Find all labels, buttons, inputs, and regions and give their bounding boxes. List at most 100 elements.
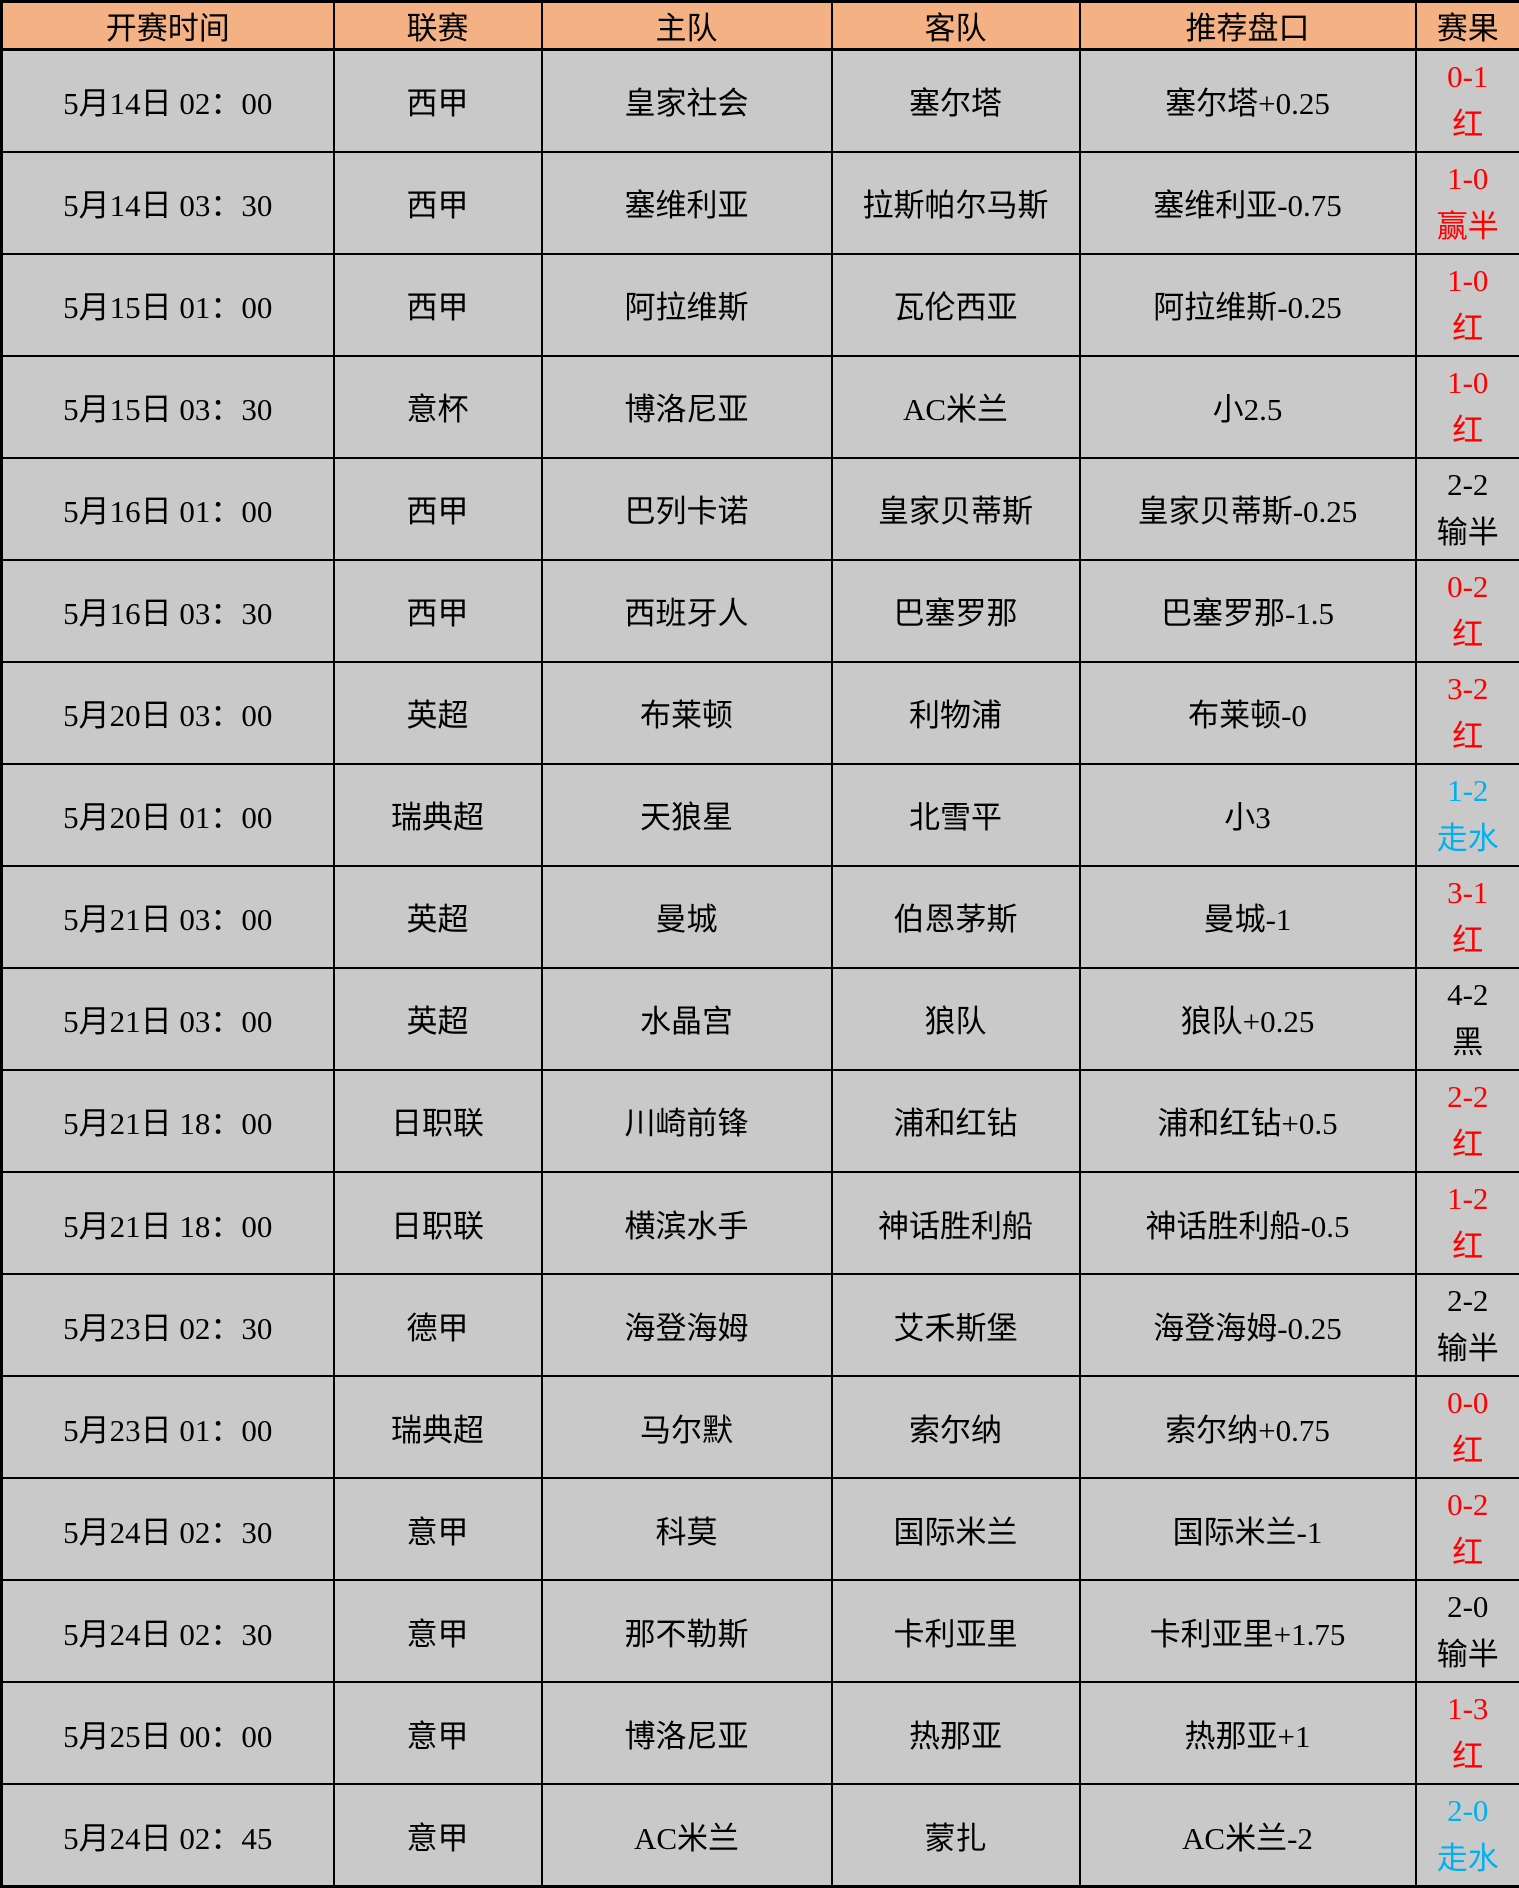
result-score: 2-2	[1447, 466, 1489, 502]
cell-away-team: 艾禾斯堡	[830, 1273, 1081, 1378]
table-row: 5月24日 02：30 意甲 科莫 国际米兰 国际米兰-1 0-2 红	[0, 1477, 1519, 1582]
cell-home-team: 博洛尼亚	[540, 354, 833, 459]
cell-result: 2-2 红	[1414, 1068, 1519, 1174]
result-score: 1-2	[1447, 1181, 1489, 1217]
cell-league: 西甲	[332, 48, 543, 153]
table-row: 5月25日 00：00 意甲 博洛尼亚 热那亚 热那亚+1 1-3 红	[0, 1681, 1519, 1786]
cell-away-team: 狼队	[830, 966, 1081, 1071]
cell-league: 意甲	[332, 1681, 543, 1786]
cell-league: 意甲	[332, 1783, 543, 1888]
result-score: 1-2	[1447, 772, 1489, 808]
table-row: 5月16日 03：30 西甲 西班牙人 巴塞罗那 巴塞罗那-1.5 0-2 红	[0, 558, 1519, 663]
cell-league: 英超	[332, 864, 543, 969]
result-score: 1-3	[1447, 1691, 1489, 1727]
result-outcome: 红	[1452, 310, 1484, 346]
cell-handicap: 阿拉维斯-0.25	[1078, 252, 1417, 357]
cell-home-team: 博洛尼亚	[540, 1681, 833, 1786]
cell-handicap: 曼城-1	[1078, 864, 1417, 969]
table-row: 5月21日 18：00 日职联 横滨水手 神话胜利船 神话胜利船-0.5 1-2 红	[0, 1171, 1519, 1276]
cell-home-team: 川崎前锋	[540, 1068, 833, 1174]
cell-start-time: 5月16日 01：00	[0, 456, 335, 561]
table-row: 5月14日 02：00 西甲 皇家社会 塞尔塔 塞尔塔+0.25 0-1 红	[0, 48, 1519, 153]
cell-start-time: 5月21日 03：00	[0, 966, 335, 1071]
cell-league: 西甲	[332, 456, 543, 561]
cell-start-time: 5月16日 03：30	[0, 558, 335, 663]
cell-league: 意甲	[332, 1579, 543, 1684]
result-outcome: 红	[1452, 1229, 1484, 1265]
cell-result: 1-3 红	[1414, 1681, 1519, 1786]
column-header-league: 联赛	[332, 0, 543, 51]
cell-home-team: 海登海姆	[540, 1273, 833, 1378]
cell-result: 0-0 红	[1414, 1375, 1519, 1480]
cell-league: 西甲	[332, 558, 543, 663]
result-score: 2-2	[1447, 1283, 1489, 1319]
cell-result: 1-0 红	[1414, 252, 1519, 357]
cell-handicap: 塞尔塔+0.25	[1078, 48, 1417, 153]
cell-start-time: 5月23日 02：30	[0, 1273, 335, 1378]
cell-result: 1-2 红	[1414, 1171, 1519, 1276]
cell-handicap: 浦和红钻+0.5	[1078, 1068, 1417, 1174]
cell-away-team: 巴塞罗那	[830, 558, 1081, 663]
cell-away-team: 拉斯帕尔马斯	[830, 150, 1081, 255]
column-header-handicap: 推荐盘口	[1078, 0, 1417, 51]
cell-away-team: 浦和红钻	[830, 1068, 1081, 1174]
cell-result: 2-2 输半	[1414, 456, 1519, 561]
cell-start-time: 5月25日 00：00	[0, 1681, 335, 1786]
cell-away-team: 北雪平	[830, 762, 1081, 867]
column-header-away-team: 客队	[830, 0, 1081, 51]
cell-start-time: 5月24日 02：30	[0, 1579, 335, 1684]
cell-start-time: 5月20日 03：00	[0, 660, 335, 765]
table-row: 5月15日 03：30 意杯 博洛尼亚 AC米兰 小2.5 1-0 红	[0, 354, 1519, 459]
cell-result: 0-2 红	[1414, 1477, 1519, 1582]
cell-start-time: 5月24日 02：45	[0, 1783, 335, 1888]
cell-league: 西甲	[332, 150, 543, 255]
cell-result: 4-2 黑	[1414, 966, 1519, 1071]
cell-home-team: 皇家社会	[540, 48, 833, 153]
cell-away-team: 索尔纳	[830, 1375, 1081, 1480]
cell-handicap: 塞维利亚-0.75	[1078, 150, 1417, 255]
result-outcome: 红	[1452, 1739, 1484, 1775]
cell-away-team: 皇家贝蒂斯	[830, 456, 1081, 561]
result-score: 3-1	[1447, 874, 1489, 910]
cell-start-time: 5月15日 01：00	[0, 252, 335, 357]
table-row: 5月15日 01：00 西甲 阿拉维斯 瓦伦西亚 阿拉维斯-0.25 1-0 红	[0, 252, 1519, 357]
cell-home-team: 西班牙人	[540, 558, 833, 663]
cell-result: 2-2 输半	[1414, 1273, 1519, 1378]
result-score: 0-2	[1447, 568, 1489, 604]
cell-handicap: 国际米兰-1	[1078, 1477, 1417, 1582]
result-score: 0-2	[1447, 1487, 1489, 1523]
result-score: 4-2	[1447, 976, 1489, 1012]
header-row: 开赛时间 联赛 主队 客队 推荐盘口 赛果	[0, 0, 1519, 51]
cell-away-team: AC米兰	[830, 354, 1081, 459]
column-header-start-time: 开赛时间	[0, 0, 335, 51]
cell-home-team: 阿拉维斯	[540, 252, 833, 357]
cell-handicap: 海登海姆-0.25	[1078, 1273, 1417, 1378]
cell-start-time: 5月23日 01：00	[0, 1375, 335, 1480]
result-outcome: 红	[1452, 718, 1484, 754]
cell-handicap: 索尔纳+0.75	[1078, 1375, 1417, 1480]
cell-handicap: 小3	[1078, 762, 1417, 867]
cell-away-team: 神话胜利船	[830, 1171, 1081, 1276]
result-score: 2-0	[1447, 1793, 1489, 1829]
cell-result: 2-0 输半	[1414, 1579, 1519, 1684]
cell-away-team: 国际米兰	[830, 1477, 1081, 1582]
cell-league: 日职联	[332, 1068, 543, 1174]
cell-away-team: 卡利亚里	[830, 1579, 1081, 1684]
cell-start-time: 5月14日 03：30	[0, 150, 335, 255]
table-row: 5月20日 01：00 瑞典超 天狼星 北雪平 小3 1-2 走水	[0, 762, 1519, 867]
cell-away-team: 利物浦	[830, 660, 1081, 765]
column-header-result: 赛果	[1414, 0, 1519, 51]
table-row: 5月20日 03：00 英超 布莱顿 利物浦 布莱顿-0 3-2 红	[0, 660, 1519, 765]
cell-away-team: 伯恩茅斯	[830, 864, 1081, 969]
result-outcome: 走水	[1436, 1841, 1499, 1877]
cell-away-team: 热那亚	[830, 1681, 1081, 1786]
result-outcome: 红	[1452, 412, 1484, 448]
cell-result: 0-1 红	[1414, 48, 1519, 153]
result-outcome: 红	[1452, 1126, 1484, 1162]
cell-league: 意甲	[332, 1477, 543, 1582]
result-score: 3-2	[1447, 670, 1489, 706]
result-score: 2-2	[1447, 1078, 1489, 1114]
cell-start-time: 5月24日 02：30	[0, 1477, 335, 1582]
cell-start-time: 5月21日 18：00	[0, 1068, 335, 1174]
